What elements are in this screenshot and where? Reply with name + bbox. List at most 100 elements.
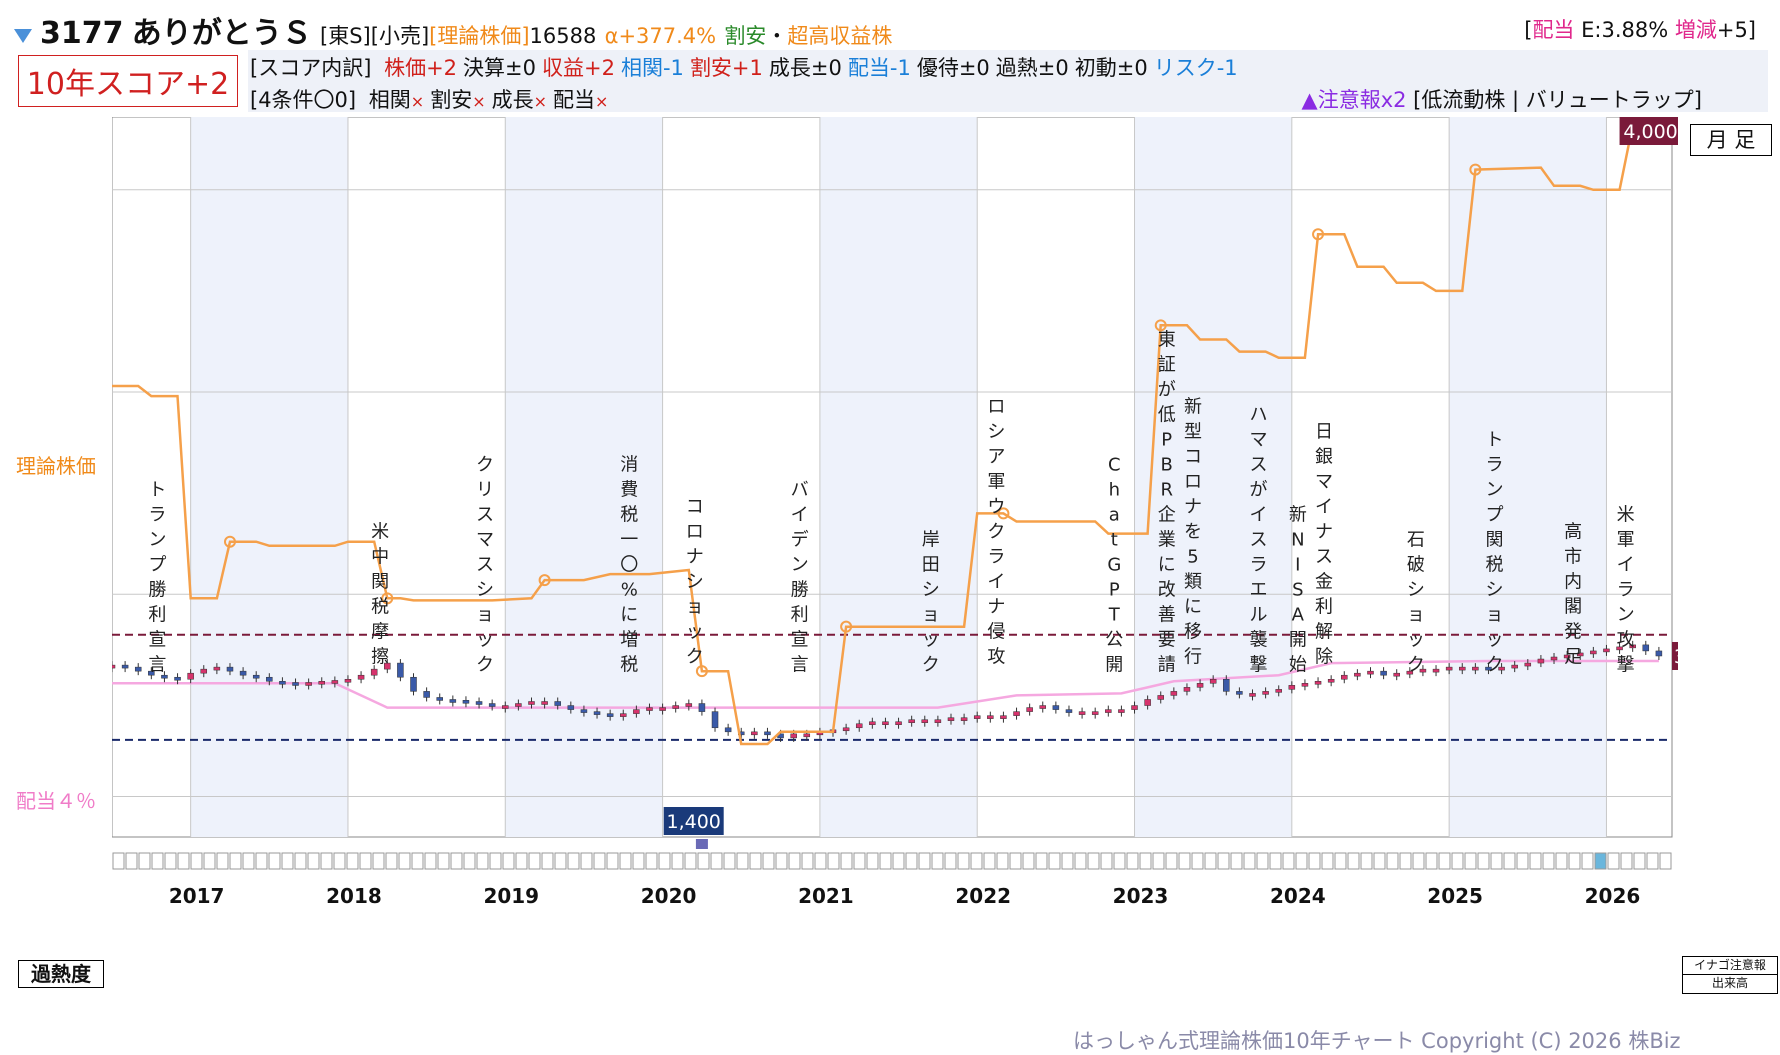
overheat-cell xyxy=(827,852,840,870)
candle-body xyxy=(213,666,221,671)
candle-body xyxy=(370,668,378,676)
candle-body xyxy=(305,682,312,686)
x-axis-labels: 2017 2018 2019 2020 2021 2022 2023 2024 2025 2026 xyxy=(169,884,1640,908)
candle-body xyxy=(895,721,902,725)
upper-band-tag: 4,000 xyxy=(1623,121,1677,143)
dividend-change-value: +5] xyxy=(1716,18,1756,42)
condition-label: 配当 xyxy=(553,88,596,112)
dividend-axis-label: 配当４％ xyxy=(16,789,96,813)
candle-body xyxy=(449,699,457,703)
candle-body xyxy=(869,721,876,725)
stock-name: ありがとうＳ xyxy=(131,16,312,51)
candle-body xyxy=(1472,666,1479,671)
overheat-cell xyxy=(359,852,372,870)
overheat-cell xyxy=(1360,852,1373,870)
overheat-cell xyxy=(151,852,164,870)
title-row: 3177 ありがとうＳ [東S][小売][理論株価]16588 α+377.4%… xyxy=(14,8,892,52)
upper-band-tag-bg xyxy=(1619,117,1678,145)
candle-body xyxy=(436,697,443,701)
overheat-cell xyxy=(1022,852,1035,870)
overheat-cell xyxy=(1646,852,1659,870)
monthly-button[interactable]: 月 足 xyxy=(1690,124,1772,156)
candle-body xyxy=(1445,666,1453,671)
candle-body xyxy=(1000,715,1007,719)
overheat-cell xyxy=(1321,852,1334,870)
lower-band-tag-bg xyxy=(663,807,724,835)
x-tick-label: 2021 xyxy=(798,884,854,908)
x-tick-label: 2019 xyxy=(483,884,539,908)
overheat-cell xyxy=(1035,852,1048,870)
candle-body xyxy=(1301,683,1309,687)
overheat-cell xyxy=(1633,852,1646,870)
dividend-estimate: E:3.88% xyxy=(1574,18,1675,42)
candle-body xyxy=(187,672,194,680)
event-label: 石破ショック xyxy=(1407,529,1425,675)
x-tick-label: 2025 xyxy=(1427,884,1483,908)
ten-year-score-badge: 10年スコア+2 xyxy=(18,55,238,107)
overheat-cell xyxy=(1217,852,1230,870)
event-label: ハマスがイスラエル襲撃 xyxy=(1250,404,1268,675)
event-label: 新 N I S A 開始 xyxy=(1289,504,1307,675)
overheat-cell xyxy=(645,852,658,870)
year-band xyxy=(1449,117,1607,837)
overheat-cell xyxy=(736,852,749,870)
candle-body xyxy=(934,719,942,723)
overheat-cell xyxy=(619,852,632,870)
overheat-cell xyxy=(203,852,216,870)
overheat-cell xyxy=(1412,852,1425,870)
overheat-cell xyxy=(983,852,996,870)
candle-body xyxy=(1170,691,1178,696)
overheat-cell xyxy=(905,852,918,870)
overheat-cell xyxy=(1477,852,1490,870)
candle-body xyxy=(1013,711,1020,716)
candle-body xyxy=(1052,705,1060,710)
event-label: 東証が低 P B R 企業に改善要請 xyxy=(1158,329,1176,675)
overheat-cell xyxy=(1464,852,1477,870)
overheat-cell xyxy=(567,852,580,870)
candle-body xyxy=(1563,654,1571,659)
overheat-cell xyxy=(723,852,736,870)
candle-body xyxy=(488,703,496,707)
overheat-cell xyxy=(684,852,697,870)
candle-body xyxy=(357,674,365,680)
overheat-cell xyxy=(554,852,567,870)
candle-body xyxy=(161,674,168,679)
x-tick-label: 2018 xyxy=(326,884,382,908)
overheat-cell xyxy=(177,852,190,870)
condition-mark: × xyxy=(410,92,425,111)
overheat-cell xyxy=(1425,852,1438,870)
candle-body xyxy=(1432,668,1440,673)
theory-price-line xyxy=(112,123,1659,746)
overheat-cell xyxy=(671,852,684,870)
overheat-cell xyxy=(580,852,593,870)
candle-body xyxy=(112,664,116,669)
overheat-cell xyxy=(1516,852,1529,870)
overheat-cell xyxy=(918,852,931,870)
overheat-cell xyxy=(1607,852,1620,870)
candle-body xyxy=(1144,699,1151,706)
overheat-cell xyxy=(1165,852,1178,870)
candle-body xyxy=(1485,666,1492,671)
overheat-cell xyxy=(411,852,424,870)
candle-body xyxy=(1550,656,1558,661)
candle-body xyxy=(764,731,771,736)
theory-marker xyxy=(1469,163,1482,176)
candle-body xyxy=(646,707,653,711)
event-labels: トランプ勝利宣言 米中関税摩擦 クリスマスショック 消費税一〇%に増税 コロナショック バ… xyxy=(148,329,1634,675)
candle-body xyxy=(1223,678,1230,692)
candle-body xyxy=(620,713,627,717)
overheat-cell xyxy=(658,852,671,870)
stock-chart: トランプ勝利宣言 米中関税摩擦 クリスマスショック 消費税一〇%に増税 コロナショック バ… xyxy=(112,117,1678,908)
candle-body xyxy=(1576,652,1584,657)
x-tick-label: 2023 xyxy=(1113,884,1169,908)
condition-item: 成長× xyxy=(492,88,547,112)
candle-body xyxy=(1039,705,1047,709)
breakdown-item: 成長±0 xyxy=(768,56,842,80)
candle-body xyxy=(1026,707,1033,712)
copyright-footer: はっしゃん式理論株価10年チャート Copyright (C) 2026 株Bi… xyxy=(1073,1029,1681,1053)
candle-body xyxy=(633,709,640,714)
candle-body xyxy=(1419,668,1427,673)
overheat-cell xyxy=(372,852,385,870)
year-band xyxy=(505,117,663,837)
